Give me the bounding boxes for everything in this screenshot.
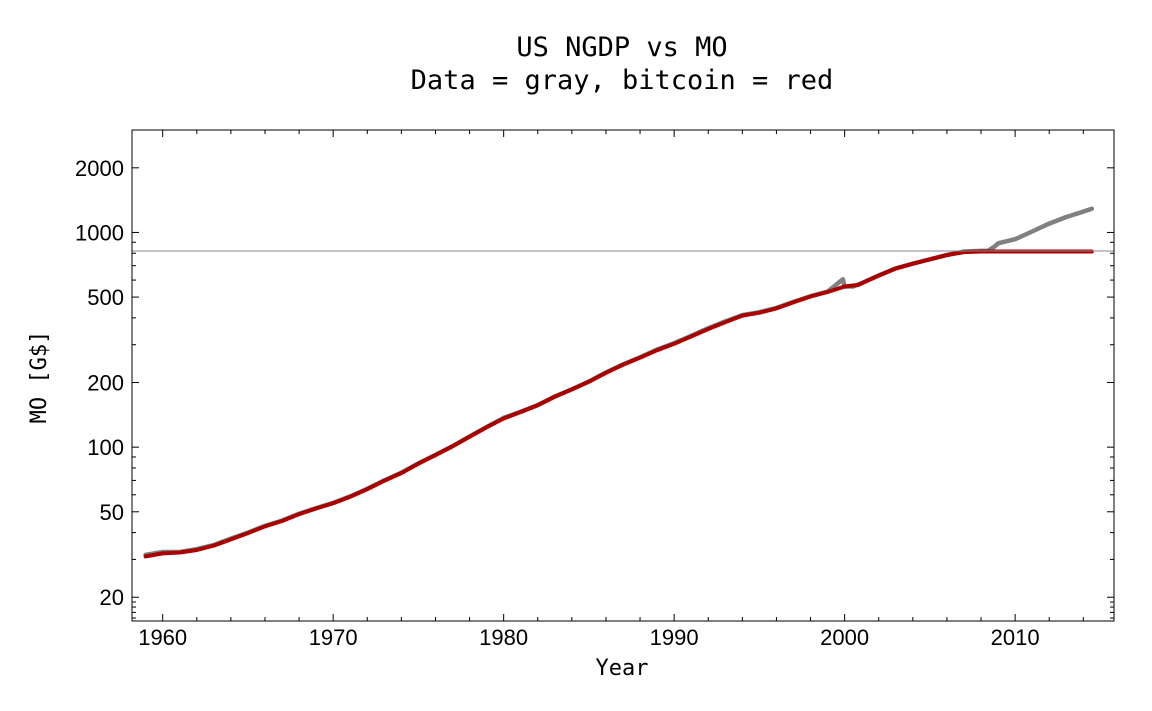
x-tick-label: 2000 — [820, 625, 869, 650]
chart-subtitle: Data = gray, bitcoin = red — [411, 65, 834, 96]
y-tick-label: 100 — [87, 435, 124, 460]
chart-title: US NGDP vs MO — [516, 32, 727, 63]
y-tick-label: 20 — [100, 585, 124, 610]
y-tick-label: 200 — [87, 371, 124, 396]
series-line-0 — [143, 206, 1095, 558]
y-tick-label: 50 — [100, 500, 124, 525]
x-tick-label: 1990 — [650, 625, 699, 650]
plot-frame — [131, 129, 1115, 622]
series-line-1 — [143, 249, 1094, 559]
y-tick-label: 500 — [87, 285, 124, 310]
plot-series — [143, 206, 1095, 559]
x-tick-label: 1970 — [309, 625, 358, 650]
x-axis-label: Year — [596, 656, 649, 681]
ticks-layer: 1960 1970 1980 1990 2000 2010 20 50 100 200 500 100… — [75, 129, 1114, 650]
x-tick-label: 1960 — [138, 625, 187, 650]
y-tick-label: 2000 — [75, 156, 124, 181]
x-tick-label: 2010 — [991, 625, 1040, 650]
y-tick-label: 1000 — [75, 220, 124, 245]
y-axis-label: MO [G$] — [27, 331, 52, 424]
x-tick-label: 1980 — [479, 625, 528, 650]
